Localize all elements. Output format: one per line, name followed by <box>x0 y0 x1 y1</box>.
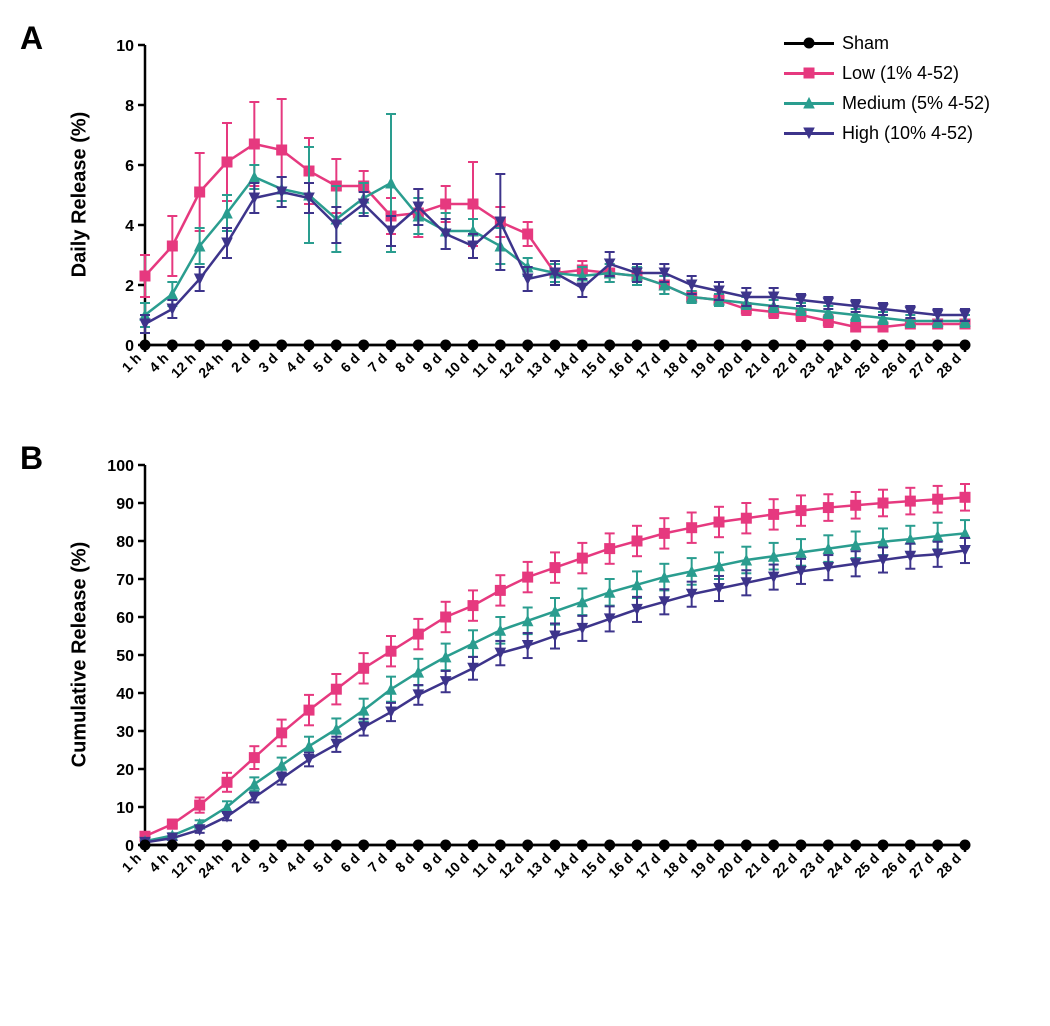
svg-text:4 d: 4 d <box>282 850 308 876</box>
svg-text:4 d: 4 d <box>282 350 308 376</box>
svg-text:90: 90 <box>116 496 134 513</box>
svg-text:27 d: 27 d <box>906 350 937 381</box>
svg-text:14 d: 14 d <box>550 350 581 381</box>
svg-text:30: 30 <box>116 724 134 741</box>
svg-text:26 d: 26 d <box>878 350 909 381</box>
svg-text:24 d: 24 d <box>824 850 855 881</box>
svg-text:100: 100 <box>107 458 134 475</box>
svg-text:6 d: 6 d <box>337 350 363 376</box>
svg-text:22 d: 22 d <box>769 350 800 381</box>
svg-text:17 d: 17 d <box>632 850 663 881</box>
svg-text:18 d: 18 d <box>660 350 691 381</box>
svg-text:2 d: 2 d <box>228 350 254 376</box>
panel-b-ylabel: Cumulative Release (%) <box>69 465 92 845</box>
svg-text:80: 80 <box>116 534 134 551</box>
svg-text:21 d: 21 d <box>742 850 773 881</box>
svg-text:24 d: 24 d <box>824 350 855 381</box>
panel-b: B Cumulative Release (%) 010203040506070… <box>20 450 1030 910</box>
svg-text:10: 10 <box>116 38 134 55</box>
svg-text:25 d: 25 d <box>851 350 882 381</box>
svg-text:9 d: 9 d <box>419 850 445 876</box>
svg-text:24 h: 24 h <box>195 350 226 381</box>
svg-text:28 d: 28 d <box>933 850 964 881</box>
svg-text:24 h: 24 h <box>195 850 226 881</box>
svg-text:15 d: 15 d <box>578 350 609 381</box>
svg-text:26 d: 26 d <box>878 850 909 881</box>
svg-text:8 d: 8 d <box>392 350 418 376</box>
svg-text:1 h: 1 h <box>118 850 144 876</box>
panel-a-ylabel: Daily Release (%) <box>69 45 92 345</box>
svg-text:19 d: 19 d <box>687 350 718 381</box>
svg-text:20 d: 20 d <box>714 350 745 381</box>
svg-text:22 d: 22 d <box>769 850 800 881</box>
svg-text:18 d: 18 d <box>660 850 691 881</box>
svg-text:11 d: 11 d <box>469 350 500 381</box>
svg-text:4: 4 <box>125 218 134 235</box>
svg-text:50: 50 <box>116 648 134 665</box>
svg-text:12 d: 12 d <box>496 850 527 881</box>
svg-text:25 d: 25 d <box>851 850 882 881</box>
panel-b-chart: 01020304050607080901001 h4 h12 h24 h2 d3… <box>90 450 975 910</box>
panel-a-chart: 02468101 h4 h12 h24 h2 d3 d4 d5 d6 d7 d8… <box>90 30 975 410</box>
svg-text:10 d: 10 d <box>441 350 472 381</box>
svg-text:10 d: 10 d <box>441 850 472 881</box>
svg-text:19 d: 19 d <box>687 850 718 881</box>
svg-text:16 d: 16 d <box>605 350 636 381</box>
svg-text:3 d: 3 d <box>255 350 281 376</box>
svg-text:16 d: 16 d <box>605 850 636 881</box>
svg-text:3 d: 3 d <box>255 850 281 876</box>
panel-b-label: B <box>20 440 43 477</box>
figure: ShamLow (1% 4-52)Medium (5% 4-52)High (1… <box>20 30 1030 910</box>
svg-text:40: 40 <box>116 686 134 703</box>
svg-text:13 d: 13 d <box>523 350 554 381</box>
svg-text:13 d: 13 d <box>523 850 554 881</box>
svg-text:1 h: 1 h <box>118 350 144 376</box>
svg-text:11 d: 11 d <box>469 850 500 881</box>
svg-text:12 h: 12 h <box>168 850 199 881</box>
svg-text:4 h: 4 h <box>146 350 172 376</box>
svg-text:7 d: 7 d <box>364 350 390 376</box>
svg-text:12 h: 12 h <box>168 350 199 381</box>
panel-a-label: A <box>20 20 43 57</box>
svg-text:23 d: 23 d <box>796 350 827 381</box>
svg-text:27 d: 27 d <box>906 850 937 881</box>
svg-text:21 d: 21 d <box>742 350 773 381</box>
svg-text:9 d: 9 d <box>419 350 445 376</box>
svg-text:10: 10 <box>116 800 134 817</box>
svg-text:6: 6 <box>125 158 134 175</box>
svg-text:7 d: 7 d <box>364 850 390 876</box>
svg-text:17 d: 17 d <box>632 350 663 381</box>
panel-a: A Daily Release (%) 02468101 h4 h12 h24 … <box>20 30 1030 410</box>
svg-text:5 d: 5 d <box>310 850 336 876</box>
svg-text:2: 2 <box>125 278 134 295</box>
svg-text:23 d: 23 d <box>796 850 827 881</box>
svg-text:60: 60 <box>116 610 134 627</box>
svg-text:70: 70 <box>116 572 134 589</box>
svg-text:8: 8 <box>125 98 134 115</box>
svg-text:8 d: 8 d <box>392 850 418 876</box>
svg-text:20 d: 20 d <box>714 850 745 881</box>
svg-text:6 d: 6 d <box>337 850 363 876</box>
svg-text:12 d: 12 d <box>496 350 527 381</box>
svg-text:4 h: 4 h <box>146 850 172 876</box>
svg-text:20: 20 <box>116 762 134 779</box>
svg-text:2 d: 2 d <box>228 850 254 876</box>
svg-text:14 d: 14 d <box>550 850 581 881</box>
svg-text:28 d: 28 d <box>933 350 964 381</box>
svg-text:15 d: 15 d <box>578 850 609 881</box>
svg-text:5 d: 5 d <box>310 350 336 376</box>
